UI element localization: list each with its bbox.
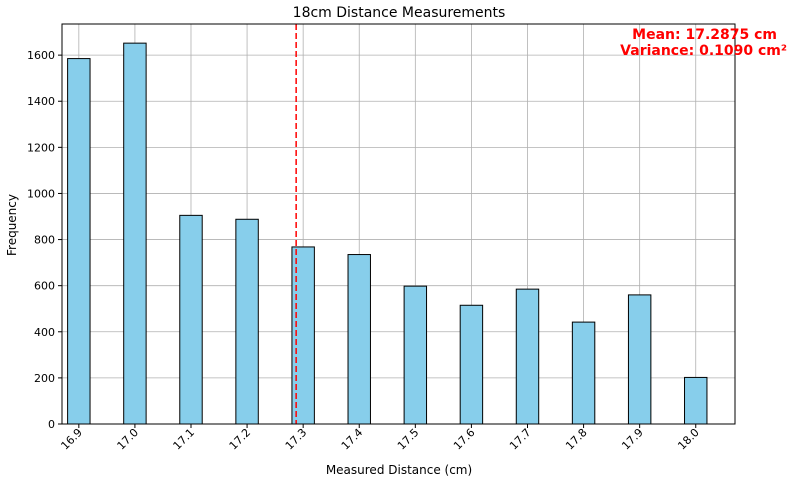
y-tick-label: 1400	[27, 95, 55, 108]
bar	[459, 304, 484, 425]
bar	[67, 58, 91, 425]
y-tick-label: 1000	[27, 187, 55, 200]
bar	[179, 214, 203, 425]
mean-annotation: Mean: 17.2875 cm	[632, 27, 777, 43]
y-tick-label: 1200	[27, 141, 55, 154]
bar	[235, 218, 259, 425]
y-tick-label: 200	[34, 372, 55, 385]
y-axis-ticks: 0 200 400 600 800 1000 1200 1400 1600	[27, 49, 62, 431]
bar	[515, 288, 540, 425]
plot-frame	[61, 23, 736, 425]
y-tick-label: 400	[34, 326, 55, 339]
variance-annotation: Variance: 0.1090 cm²	[620, 43, 787, 59]
bar	[403, 285, 428, 425]
bar	[291, 246, 315, 425]
y-tick-label: 1600	[27, 49, 55, 62]
bars	[67, 42, 708, 425]
x-axis-label: Measured Distance (cm)	[326, 463, 472, 477]
bar	[347, 254, 371, 425]
chart-title: 18cm Distance Measurements	[293, 5, 506, 21]
bar	[684, 376, 708, 425]
bar	[627, 294, 652, 425]
y-tick-label: 0	[48, 418, 55, 431]
y-tick-label: 600	[34, 280, 55, 293]
bar	[123, 42, 147, 425]
y-tick-label: 800	[34, 234, 55, 247]
bar	[571, 321, 596, 425]
y-axis-label: Frequency	[5, 194, 19, 256]
